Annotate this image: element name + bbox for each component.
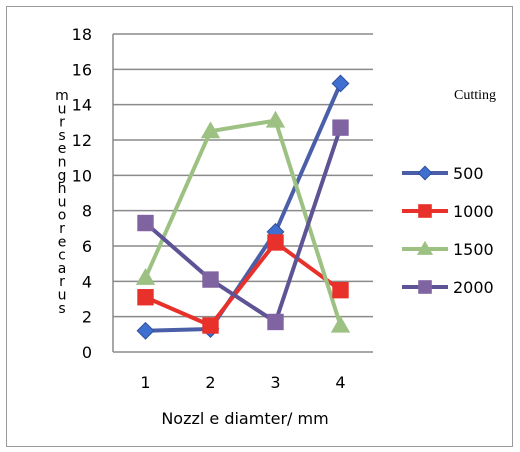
y-tick-label: 14 bbox=[72, 96, 92, 115]
legend-label: 1000 bbox=[453, 202, 494, 221]
x-tick-labels: 1 2 3 4 bbox=[140, 373, 345, 392]
chart-frame bbox=[6, 6, 513, 447]
data-point-2000 bbox=[202, 271, 219, 288]
y-tick-label: 4 bbox=[82, 272, 92, 291]
data-point-1500 bbox=[330, 315, 351, 333]
y-axis-label-char: n bbox=[58, 155, 67, 171]
data-point-1000 bbox=[202, 317, 219, 334]
data-point-1000 bbox=[332, 281, 349, 299]
y-axis-label-char: s bbox=[58, 128, 65, 144]
x-tick-label: 4 bbox=[335, 373, 345, 392]
gridlines bbox=[112, 33, 373, 353]
y-axis-label-char: g bbox=[58, 168, 67, 184]
y-tick-labels: 0 2 4 6 8 10 12 14 16 18 bbox=[72, 25, 92, 362]
data-point-2000 bbox=[267, 313, 284, 331]
series-lines bbox=[135, 74, 351, 340]
data-point-1000 bbox=[267, 234, 284, 251]
legend-label: 500 bbox=[453, 164, 484, 183]
x-tick-label: 2 bbox=[205, 373, 215, 392]
data-point-500 bbox=[331, 74, 350, 93]
series-line-1000 bbox=[144, 240, 342, 328]
data-point-1500 bbox=[265, 110, 286, 128]
y-tick-label: 12 bbox=[72, 131, 92, 150]
x-tick-label: 3 bbox=[270, 373, 280, 392]
y-axis-label-char: u bbox=[58, 101, 67, 117]
y-axis-label-char: c bbox=[58, 248, 66, 264]
y-axis-label-char: a bbox=[58, 261, 67, 277]
legend-label: 2000 bbox=[453, 278, 494, 297]
data-point-2000 bbox=[137, 214, 154, 232]
y-axis-label-char: r bbox=[59, 221, 65, 237]
legend: 500 1000 1500 2000 bbox=[402, 164, 494, 297]
legend-marker-2000 bbox=[418, 280, 432, 294]
y-tick-label: 18 bbox=[72, 25, 92, 44]
legend-marker-1500 bbox=[416, 240, 434, 255]
legend-marker-500 bbox=[417, 165, 433, 181]
y-axis-label-char: e bbox=[58, 141, 67, 157]
data-point-2000 bbox=[332, 119, 349, 136]
y-axis-label-char: o bbox=[58, 208, 67, 224]
legend-title: Cutting bbox=[454, 88, 496, 103]
data-point-500 bbox=[136, 321, 155, 340]
y-tick-label: 16 bbox=[72, 60, 92, 79]
y-axis-label-char: u bbox=[58, 288, 67, 304]
y-axis-label-char: e bbox=[58, 234, 67, 250]
series-line-500 bbox=[145, 82, 343, 333]
data-point-1500 bbox=[200, 121, 221, 139]
data-point-1500 bbox=[135, 267, 156, 285]
y-axis-label-char: r bbox=[59, 274, 65, 290]
y-axis-label-char: m bbox=[55, 88, 69, 104]
y-tick-label: 6 bbox=[82, 237, 92, 256]
y-axis-label-char: h bbox=[58, 181, 67, 197]
y-tick-label: 0 bbox=[82, 343, 92, 362]
y-axis-label-char: u bbox=[58, 194, 67, 210]
series-line-2000 bbox=[144, 126, 343, 324]
x-axis-label: Nozzl e diamter/ mm bbox=[161, 409, 328, 428]
y-axis-label-char: s bbox=[58, 301, 65, 317]
y-tick-label: 2 bbox=[82, 308, 92, 327]
data-point-1000 bbox=[137, 289, 154, 306]
y-axis-label-char: r bbox=[59, 115, 65, 131]
legend-marker-1000 bbox=[418, 204, 432, 218]
x-tick-label: 1 bbox=[140, 373, 150, 392]
y-tick-label: 8 bbox=[82, 202, 92, 221]
y-tick-label: 10 bbox=[72, 166, 92, 185]
legend-label: 1500 bbox=[453, 240, 494, 259]
